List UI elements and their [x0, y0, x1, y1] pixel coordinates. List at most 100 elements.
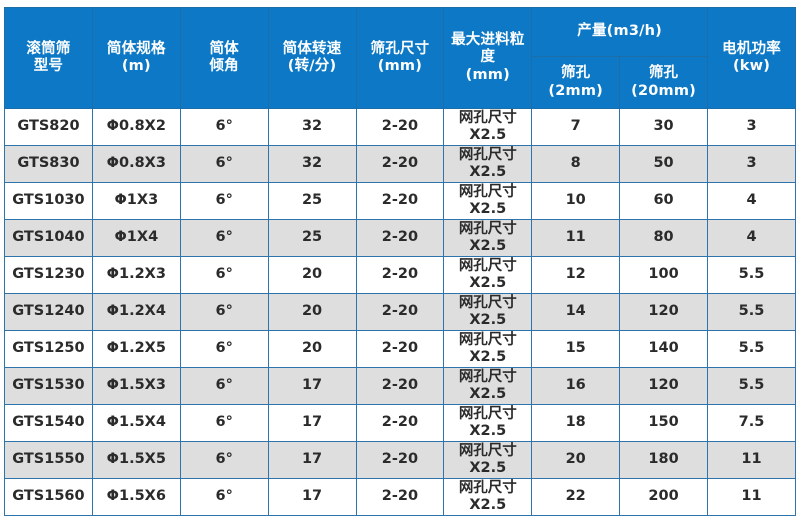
table-row: GTS1530 Φ1.5X3 6° 17 2-20 网孔尺寸X2.5 16 120 5.5 — [4, 367, 796, 405]
cell-model: GTS1550 — [4, 441, 93, 479]
cell-power: 5.5 — [707, 256, 796, 294]
header-cell-power: 电机功率 (kw) — [707, 7, 796, 109]
cell-model: GTS1230 — [4, 256, 93, 294]
cell-angle: 6° — [179, 182, 269, 220]
header-row-sub: 筛孔(2mm) 筛孔(20mm) — [5, 56, 796, 109]
cell-mesh: 2-20 — [355, 182, 445, 220]
cell-angle: 6° — [179, 108, 269, 146]
cell-mesh: 2-20 — [355, 145, 445, 183]
header-speed-line1: 简体转速 — [282, 40, 342, 57]
cell-spec: Φ0.8X3 — [91, 145, 181, 183]
cell-cap2: 18 — [531, 404, 621, 442]
cell-cap20: 180 — [619, 441, 708, 479]
header-row-top: 滚筒筛 型号 简体规格 (m) 简体 倾角 简体转速 (转/分) 筛孔尺寸 — [4, 7, 796, 109]
cell-angle: 6° — [179, 404, 269, 442]
cell-cap20: 200 — [619, 478, 708, 516]
table-row: GTS1560 Φ1.5X6 6° 17 2-20 网孔尺寸X2.5 22 200 11 — [4, 478, 796, 516]
cell-cap2: 16 — [531, 367, 621, 405]
cell-cap2: 12 — [531, 256, 621, 294]
cell-angle: 6° — [179, 256, 269, 294]
cell-model: GTS830 — [4, 145, 93, 183]
header-feed-line1: 最大进料粒度 — [451, 31, 525, 66]
cell-cap2: 8 — [531, 145, 621, 183]
cell-cap20: 120 — [619, 293, 708, 331]
cell-cap20: 60 — [619, 182, 708, 220]
cell-mesh: 2-20 — [355, 367, 445, 405]
cell-speed: 20 — [267, 330, 357, 368]
cell-speed: 17 — [267, 478, 357, 516]
cell-spec: Φ1.5X4 — [91, 404, 181, 442]
cell-feed: 网孔尺寸X2.5 — [443, 108, 533, 146]
cell-cap20: 80 — [619, 219, 708, 257]
header-cell-feed: 最大进料粒度 (mm) — [443, 7, 533, 109]
cell-speed: 32 — [267, 145, 357, 183]
header-mesh-line2: (mm) — [377, 58, 423, 74]
table-header: 滚筒筛 型号 简体规格 (m) 简体 倾角 简体转速 (转/分) 筛孔尺寸 — [4, 7, 796, 109]
header-cell-speed: 简体转速 (转/分) — [267, 7, 357, 109]
cell-feed: 网孔尺寸X2.5 — [443, 330, 533, 368]
cell-model: GTS1530 — [4, 367, 93, 405]
header-cell-capacity-20mm: 筛孔(20mm) — [619, 56, 708, 109]
cell-angle: 6° — [179, 330, 269, 368]
header-cell-model: 滚筒筛 型号 — [4, 7, 93, 109]
cell-model: GTS1240 — [4, 293, 93, 331]
cell-speed: 17 — [267, 441, 357, 479]
cell-angle: 6° — [179, 441, 269, 479]
cell-mesh: 2-20 — [355, 404, 445, 442]
cell-cap20: 140 — [619, 330, 708, 368]
cell-spec: Φ1.2X5 — [91, 330, 181, 368]
cell-cap2: 22 — [531, 478, 621, 516]
header-mesh-line1: 筛孔尺寸 — [370, 40, 430, 57]
header-spec-line2: (m) — [121, 58, 151, 74]
cell-mesh: 2-20 — [355, 330, 445, 368]
header-cell-capacity-group: 产量(m3/h) — [531, 7, 708, 57]
cell-power: 4 — [707, 219, 796, 257]
table-body: GTS820 Φ0.8X2 6° 32 2-20 网孔尺寸X2.5 7 30 3 GTS830 Φ0… — [4, 108, 796, 516]
cell-model: GTS1040 — [4, 219, 93, 257]
cell-power: 5.5 — [707, 293, 796, 331]
table-row: GTS1040 Φ1X4 6° 25 2-20 网孔尺寸X2.5 11 80 4 — [4, 219, 796, 257]
cell-power: 11 — [707, 478, 796, 516]
cell-feed: 网孔尺寸X2.5 — [443, 256, 533, 294]
cell-angle: 6° — [179, 219, 269, 257]
cell-angle: 6° — [179, 145, 269, 183]
cell-spec: Φ1X3 — [91, 182, 181, 220]
cell-feed: 网孔尺寸X2.5 — [443, 219, 533, 257]
cell-cap2: 20 — [531, 441, 621, 479]
header-angle-line1: 简体 — [209, 40, 239, 57]
cell-cap20: 150 — [619, 404, 708, 442]
table-row: GTS820 Φ0.8X2 6° 32 2-20 网孔尺寸X2.5 7 30 3 — [4, 108, 796, 146]
cell-power: 3 — [707, 108, 796, 146]
header-cell-spec: 简体规格 (m) — [91, 7, 181, 109]
cell-model: GTS1250 — [4, 330, 93, 368]
cell-feed: 网孔尺寸X2.5 — [443, 293, 533, 331]
cell-mesh: 2-20 — [355, 256, 445, 294]
header-power-line2: (kw) — [732, 58, 771, 74]
cell-spec: Φ1.2X3 — [91, 256, 181, 294]
cell-cap20: 50 — [619, 145, 708, 183]
cell-model: GTS820 — [4, 108, 93, 146]
cell-feed: 网孔尺寸X2.5 — [443, 367, 533, 405]
table-row: GTS830 Φ0.8X3 6° 32 2-20 网孔尺寸X2.5 8 50 3 — [4, 145, 796, 183]
header-angle-line2: 倾角 — [209, 58, 239, 74]
cell-spec: Φ0.8X2 — [91, 108, 181, 146]
cell-cap2: 10 — [531, 182, 621, 220]
cell-cap2: 15 — [531, 330, 621, 368]
cell-power: 5.5 — [707, 330, 796, 368]
header-model-line1: 滚筒筛 — [26, 40, 71, 57]
cell-cap20: 120 — [619, 367, 708, 405]
header-feed-line2: (mm) — [465, 66, 510, 83]
cell-speed: 32 — [267, 108, 357, 146]
cell-mesh: 2-20 — [355, 108, 445, 146]
cell-model: GTS1540 — [4, 404, 93, 442]
cell-power: 11 — [707, 441, 796, 479]
cell-power: 4 — [707, 182, 796, 220]
table-row: GTS1540 Φ1.5X4 6° 17 2-20 网孔尺寸X2.5 18 150 7.5 — [4, 404, 796, 442]
cell-spec: Φ1.5X3 — [91, 367, 181, 405]
cell-feed: 网孔尺寸X2.5 — [443, 404, 533, 442]
cell-speed: 20 — [267, 293, 357, 331]
header-power-line1: 电机功率 — [722, 40, 781, 57]
cell-model: GTS1030 — [4, 182, 93, 220]
table-row: GTS1030 Φ1X3 6° 25 2-20 网孔尺寸X2.5 10 60 4 — [4, 182, 796, 220]
cell-mesh: 2-20 — [355, 219, 445, 257]
